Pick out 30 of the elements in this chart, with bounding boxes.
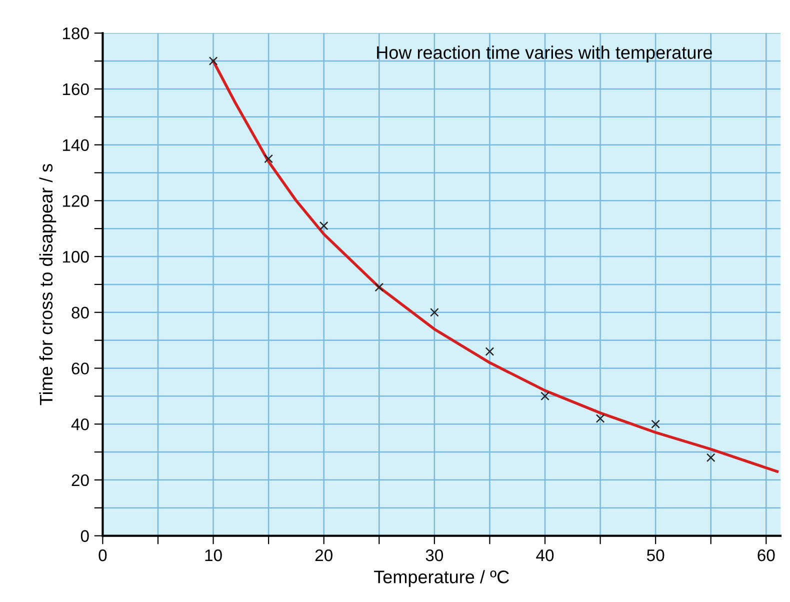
point	[540, 392, 550, 401]
text: How reaction time varies with temperature	[377, 46, 712, 63]
y-tick-label: 80	[72, 306, 89, 319]
point	[374, 282, 384, 292]
point	[430, 308, 439, 317]
y-tick-label: 60	[72, 362, 89, 374]
point	[596, 414, 605, 423]
y-tick-label: 20	[72, 474, 89, 486]
point	[651, 420, 660, 429]
x-axis-title: Temperature / ºC	[374, 570, 509, 587]
point	[264, 154, 273, 164]
point	[485, 347, 494, 356]
x-tick-label: 60	[758, 549, 775, 562]
point	[208, 56, 218, 66]
point	[319, 221, 328, 230]
y-tick-label: 160	[62, 83, 89, 96]
x-tick-label: 50	[646, 549, 664, 562]
x-tick-label: 20	[315, 549, 332, 562]
y-tick-label: 180	[62, 28, 89, 40]
x-tick-label: 0	[98, 549, 107, 562]
x-tick-label: 40	[536, 549, 554, 562]
y-tick-label: 0	[80, 530, 89, 542]
x-tick-label: 10	[205, 549, 222, 562]
x-tick-label: 30	[426, 549, 444, 562]
y-tick-label: 140	[62, 139, 89, 152]
y-axis-title: Time for cross to disappear / s	[39, 164, 56, 406]
y-tick-label: 100	[62, 250, 89, 263]
y-tick-label: 40	[71, 418, 89, 430]
point	[706, 453, 716, 462]
y-tick-label: 120	[62, 195, 89, 207]
